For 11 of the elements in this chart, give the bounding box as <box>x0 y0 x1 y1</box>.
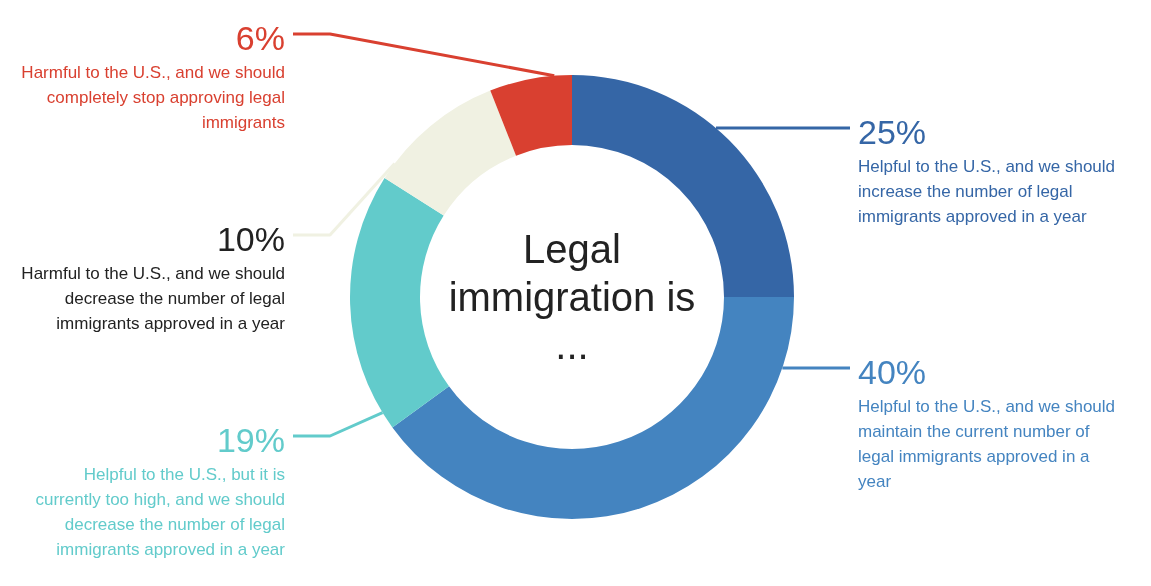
slice-label: Helpful to the U.S., and we should increase the number of legal immigrants approved in a year <box>858 157 1116 226</box>
slice-label: Helpful to the U.S., but it is currently too high, and we should decrease the number of legal immigrants approved in a year <box>35 465 286 559</box>
slice-label: Harmful to the U.S., and we should decrease the number of legal immigrants approved in a year <box>21 264 286 333</box>
slice-label: Helpful to the U.S., and we should maintain the current number of legal immigrants approved in a year <box>858 397 1116 491</box>
data-label: 40% <box>858 353 927 391</box>
text: Legal immigration is ... <box>448 227 696 367</box>
slice-label: Harmful to the U.S., and we should completely stop approving legal immigrants <box>21 63 285 132</box>
data-label: 19% <box>216 421 285 459</box>
data-label: 6% <box>235 19 285 57</box>
data-label: 25% <box>858 113 927 151</box>
data-label: 10% <box>216 220 285 258</box>
